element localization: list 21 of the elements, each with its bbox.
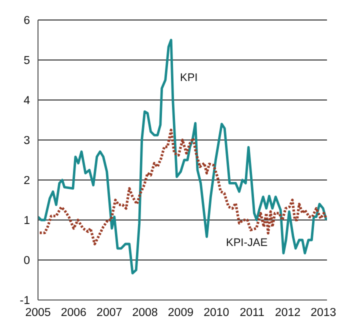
x-tick-label: 2010 (204, 307, 230, 320)
x-tick-label: 2011 (240, 307, 264, 320)
x-tick-label: 2013 (310, 307, 336, 320)
x-tick-label: 2007 (96, 307, 122, 320)
y-tick-label: 3 (24, 135, 30, 148)
x-tick-label: 2009 (168, 307, 194, 320)
y-tick-label: 1 (24, 215, 30, 228)
x-tick-label: 2005 (25, 307, 51, 320)
y-tick-label: 5 (24, 55, 30, 68)
y-tick-label: 4 (24, 95, 31, 108)
series-label: KPI (180, 72, 198, 84)
y-tick-label: -1 (20, 295, 30, 308)
x-tick-label: 2012 (274, 307, 301, 320)
x-tick-label: 2006 (60, 307, 86, 320)
y-tick-label: 2 (24, 175, 30, 188)
series-label: KPI-JAE (226, 237, 268, 249)
y-tick-label: 0 (24, 255, 30, 268)
line-series (38, 38, 327, 274)
x-tick-label: 2008 (132, 307, 158, 320)
y-tick-label: 6 (24, 15, 30, 28)
line-series (38, 128, 327, 246)
